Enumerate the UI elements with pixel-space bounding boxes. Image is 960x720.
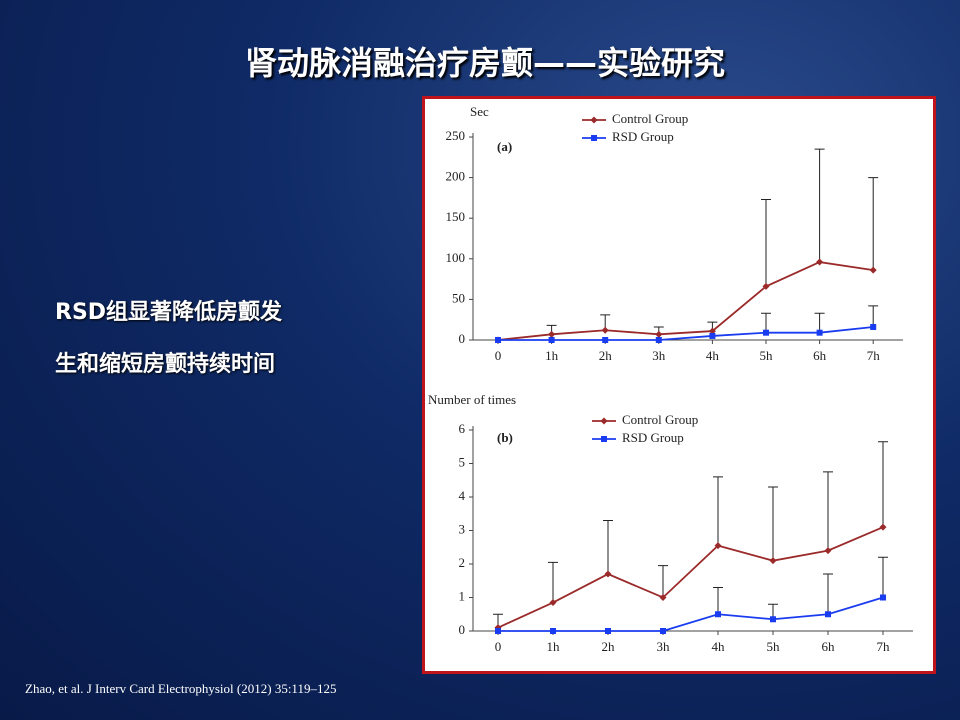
marker — [602, 337, 609, 343]
marker — [769, 557, 777, 565]
marker — [591, 135, 597, 141]
marker — [655, 330, 663, 338]
marker — [548, 337, 555, 343]
legend-label: Control Group — [612, 111, 688, 126]
marker — [655, 337, 662, 343]
marker — [870, 324, 877, 331]
error-bar — [768, 486, 778, 561]
error-bar — [761, 312, 771, 333]
marker — [659, 594, 667, 601]
marker — [763, 329, 769, 336]
marker — [550, 628, 556, 634]
panel-label: (a) — [497, 139, 512, 154]
y-tick-label: 1 — [459, 588, 466, 603]
y-tick-label: 100 — [446, 250, 466, 265]
marker — [600, 417, 608, 425]
x-tick-label: 3h — [652, 348, 666, 363]
error-bar — [823, 471, 833, 551]
marker — [879, 523, 887, 531]
marker — [880, 594, 886, 601]
error-bar — [823, 573, 833, 615]
legend-label: RSD Group — [612, 129, 674, 144]
marker — [816, 258, 824, 266]
marker — [601, 436, 607, 442]
error-bar — [548, 561, 558, 603]
error-bar — [658, 565, 668, 598]
y-tick-label: 4 — [459, 488, 466, 503]
marker — [590, 116, 598, 124]
series-line — [497, 261, 874, 341]
body-text: RSD组显著降低房颤发 — [55, 300, 283, 325]
x-tick-label: 4h — [712, 639, 726, 654]
marker — [495, 628, 501, 634]
y-tick-label: 150 — [446, 209, 466, 224]
x-tick-label: 3h — [657, 639, 671, 654]
x-tick-label: 6h — [813, 348, 827, 363]
marker — [770, 616, 776, 623]
y-tick-label: 6 — [459, 421, 466, 436]
error-bar — [868, 177, 879, 271]
error-bar — [878, 441, 888, 528]
x-tick-label: 0 — [495, 639, 502, 654]
marker — [715, 611, 721, 618]
legend-label: Control Group — [622, 412, 698, 427]
y-tick-label: 0 — [459, 331, 466, 346]
marker — [825, 611, 831, 618]
marker — [714, 542, 722, 550]
marker — [660, 628, 666, 634]
x-tick-label: 5h — [760, 348, 774, 363]
marker — [548, 330, 556, 338]
figure-frame: Sec (a) 0 50 100 150 200 250 0 1h 2h 3h 4h 5h 6h 7h Cont… — [422, 96, 936, 674]
legend-label: RSD Group — [622, 430, 684, 445]
marker — [549, 599, 557, 607]
x-tick-label: 5h — [767, 639, 781, 654]
marker — [495, 337, 501, 343]
x-tick-label: 7h — [877, 639, 891, 654]
x-tick-label: 1h — [547, 639, 561, 654]
marker — [708, 327, 716, 335]
y-tick-label: 3 — [459, 521, 466, 536]
error-bar — [713, 476, 723, 546]
panel-label: (b) — [497, 430, 513, 445]
x-tick-label: 4h — [706, 348, 720, 363]
y-tick-label: 0 — [459, 622, 466, 637]
x-tick-label: 2h — [602, 639, 616, 654]
y-axis-label: Number of times — [428, 392, 516, 407]
y-tick-label: 250 — [446, 128, 466, 143]
marker — [605, 628, 611, 634]
marker — [816, 329, 823, 336]
y-tick-label: 50 — [452, 290, 465, 305]
series-line — [498, 596, 884, 632]
marker — [604, 570, 612, 578]
y-tick-label: 2 — [459, 555, 466, 570]
citation: Zhao, et al. J Interv Card Electrophysio… — [25, 681, 337, 696]
y-axis-label: Sec — [470, 104, 489, 119]
marker — [601, 326, 609, 334]
x-tick-label: 6h — [822, 639, 836, 654]
error-bar — [814, 148, 825, 263]
marker — [869, 266, 877, 274]
error-bar — [878, 556, 888, 598]
series-line — [498, 326, 874, 341]
error-bar — [814, 312, 825, 333]
y-tick-label: 200 — [446, 169, 466, 184]
series-line — [497, 526, 884, 629]
y-tick-label: 5 — [459, 454, 466, 469]
error-bar — [713, 586, 723, 615]
marker — [824, 547, 832, 555]
error-bar — [868, 305, 879, 328]
error-bar — [761, 199, 771, 287]
x-tick-label: 1h — [545, 348, 559, 363]
x-tick-label: 2h — [599, 348, 613, 363]
slide-title: 肾动脉消融治疗房颤——实验研究 — [244, 44, 725, 82]
body-text: 生和缩短房颤持续时间 — [55, 352, 276, 377]
error-bar — [603, 519, 613, 575]
marker — [762, 282, 770, 290]
marker — [709, 332, 716, 339]
x-tick-label: 7h — [867, 348, 881, 363]
x-tick-label: 0 — [495, 348, 502, 363]
